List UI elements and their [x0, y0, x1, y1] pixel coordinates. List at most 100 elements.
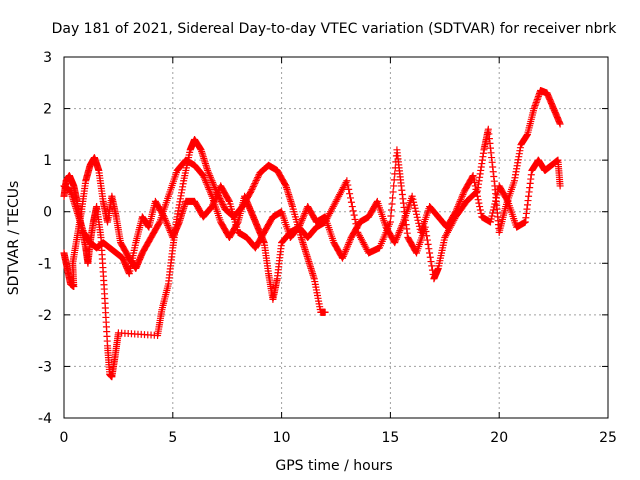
data-point [477, 209, 485, 217]
data-point [389, 194, 397, 202]
plot-frame [63, 56, 609, 419]
data-point [471, 178, 479, 186]
data-point [251, 178, 259, 186]
x-tick-label: 15 [381, 430, 399, 446]
data-point [460, 189, 468, 197]
data-point [456, 197, 464, 205]
y-tick-label: -4 [38, 411, 52, 427]
data-point [387, 212, 395, 220]
data-point [475, 199, 483, 207]
y-tick-label: 0 [43, 205, 52, 221]
data-point [202, 178, 210, 186]
data-point [249, 184, 257, 192]
data-point [213, 191, 221, 199]
data-point [249, 183, 257, 191]
data-point [393, 234, 401, 241]
data-point [205, 170, 213, 178]
data-point [387, 206, 395, 214]
data-point [346, 190, 354, 198]
data-point [214, 189, 222, 197]
data-point [201, 177, 209, 185]
data-point [296, 220, 304, 228]
x-tick-label: 10 [273, 430, 291, 446]
data-points [60, 87, 564, 381]
data-point [486, 218, 494, 226]
y-axis-label: SDTVAR / TECUs [6, 181, 22, 296]
data-point [203, 180, 211, 188]
data-point [207, 175, 215, 183]
y-tick-label: -1 [38, 256, 52, 272]
data-point [398, 221, 406, 229]
data-point [389, 188, 397, 196]
data-point [216, 195, 224, 203]
data-point [164, 221, 172, 229]
data-point [556, 120, 564, 128]
data-point [408, 192, 416, 200]
data-point [210, 182, 218, 190]
data-point [348, 203, 356, 211]
data-point [391, 239, 399, 247]
data-point [301, 209, 309, 217]
data-point [556, 182, 564, 190]
data-point [454, 203, 462, 211]
data-point [452, 208, 460, 216]
data-point [492, 197, 500, 205]
data-point [339, 252, 347, 260]
data-point [347, 198, 355, 206]
data-point [252, 177, 260, 185]
data-point [426, 249, 434, 257]
data-point [247, 187, 255, 195]
data-point [212, 192, 220, 200]
data-point [218, 199, 226, 207]
x-axis-label: GPS time / hours [275, 458, 392, 474]
data-point [474, 196, 482, 204]
data-point [457, 196, 465, 204]
data-point [413, 213, 421, 221]
data-point [349, 207, 357, 215]
y-tick-label: 3 [43, 50, 52, 66]
data-point [204, 168, 212, 176]
data-point [210, 197, 218, 205]
data-point [209, 178, 217, 186]
data-point [217, 198, 225, 206]
data-point [298, 216, 306, 224]
data-point [201, 175, 209, 183]
data-point [489, 209, 497, 217]
data-point [295, 223, 303, 231]
data-point [251, 180, 259, 188]
data-point [204, 184, 212, 192]
data-point [206, 172, 214, 180]
data-point [204, 166, 212, 174]
data-point [207, 189, 215, 197]
data-point [473, 192, 481, 200]
data-point [351, 215, 359, 223]
data-point [253, 175, 261, 183]
data-point [413, 210, 421, 218]
data-point [299, 213, 307, 221]
data-point [300, 211, 308, 219]
data-point [426, 253, 434, 261]
data-point [250, 181, 258, 189]
data-point [206, 187, 214, 195]
data-point [425, 245, 433, 253]
data-point [455, 201, 463, 209]
data-point [347, 194, 355, 202]
data-point [489, 206, 497, 214]
data-point [410, 201, 418, 209]
data-point [344, 242, 352, 250]
data-point [457, 194, 465, 202]
x-tick-label: 25 [599, 430, 617, 446]
data-point [343, 244, 351, 252]
data-point [490, 203, 498, 211]
data-point [162, 216, 170, 224]
data-point [414, 216, 422, 224]
data-point [422, 227, 430, 235]
data-point [208, 203, 216, 211]
data-point [347, 235, 355, 243]
data-point [254, 174, 262, 182]
data-point [492, 194, 500, 202]
data-point [488, 212, 496, 220]
data-point [165, 225, 173, 233]
data-point [397, 223, 405, 231]
data-point [412, 207, 420, 215]
